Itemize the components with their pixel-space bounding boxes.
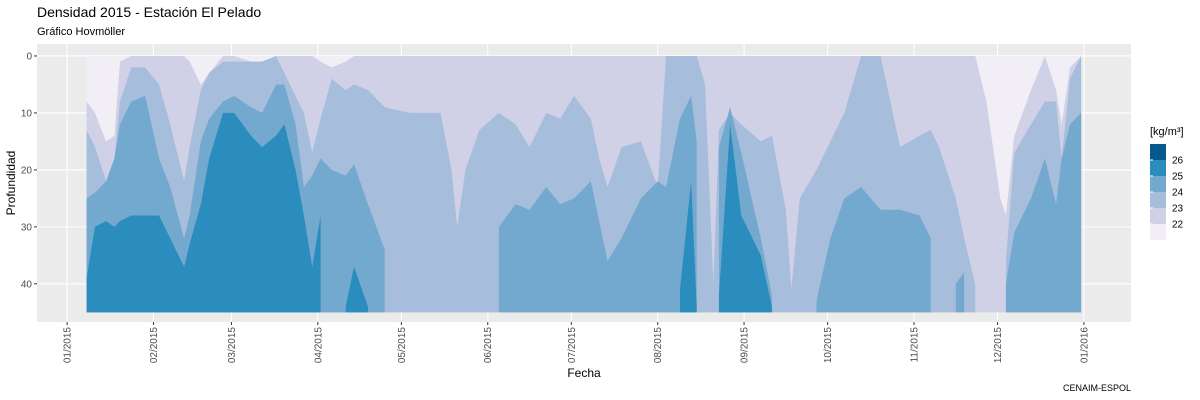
x-tick-label: 08/2015 (653, 327, 664, 364)
legend-label: 26 (1172, 156, 1184, 167)
x-tick-label: 04/2015 (313, 327, 324, 364)
density-band (86, 84, 1082, 313)
x-tick-label: 05/2015 (397, 327, 408, 364)
x-tick-label: 01/2016 (1079, 327, 1090, 364)
chart-title: Densidad 2015 - Estación El Pelado (37, 4, 261, 20)
legend-swatch (1150, 208, 1166, 224)
x-tick-label: 06/2015 (483, 327, 494, 364)
y-tick-label: 0 (26, 51, 32, 62)
legend-label: 25 (1172, 172, 1184, 183)
y-tick-label: 10 (21, 108, 33, 119)
y-tick-label: 40 (21, 279, 33, 290)
y-tick-label: 20 (21, 165, 33, 176)
legend-swatch (1150, 176, 1166, 192)
legend-title: [kg/m³] (1150, 126, 1184, 138)
x-tick-label: 02/2015 (149, 327, 160, 364)
legend-label: 24 (1172, 188, 1184, 199)
x-tick-label: 01/2015 (63, 327, 74, 364)
legend-label: 23 (1172, 204, 1184, 215)
chart-subtitle: Gráfico Hovmöller (37, 26, 125, 38)
legend-swatch (1150, 192, 1166, 208)
caption: CENAIM-ESPOL (1063, 383, 1131, 393)
density-band (86, 112, 772, 313)
legend-swatch (1150, 224, 1166, 240)
x-tick-label: 07/2015 (567, 327, 578, 364)
legend-label: 22 (1172, 220, 1184, 231)
x-tick-label: 11/2015 (909, 327, 920, 363)
x-axis-title: Fecha (567, 366, 601, 380)
x-tick-label: 09/2015 (740, 327, 751, 364)
y-tick-label: 30 (21, 222, 33, 233)
y-axis-title: Profundidad (4, 151, 18, 216)
x-tick-label: 12/2015 (993, 327, 1004, 364)
legend-swatch (1150, 160, 1166, 176)
legend-swatch (1150, 144, 1166, 160)
x-tick-label: 10/2015 (823, 327, 834, 364)
x-tick-label: 03/2015 (227, 327, 238, 364)
